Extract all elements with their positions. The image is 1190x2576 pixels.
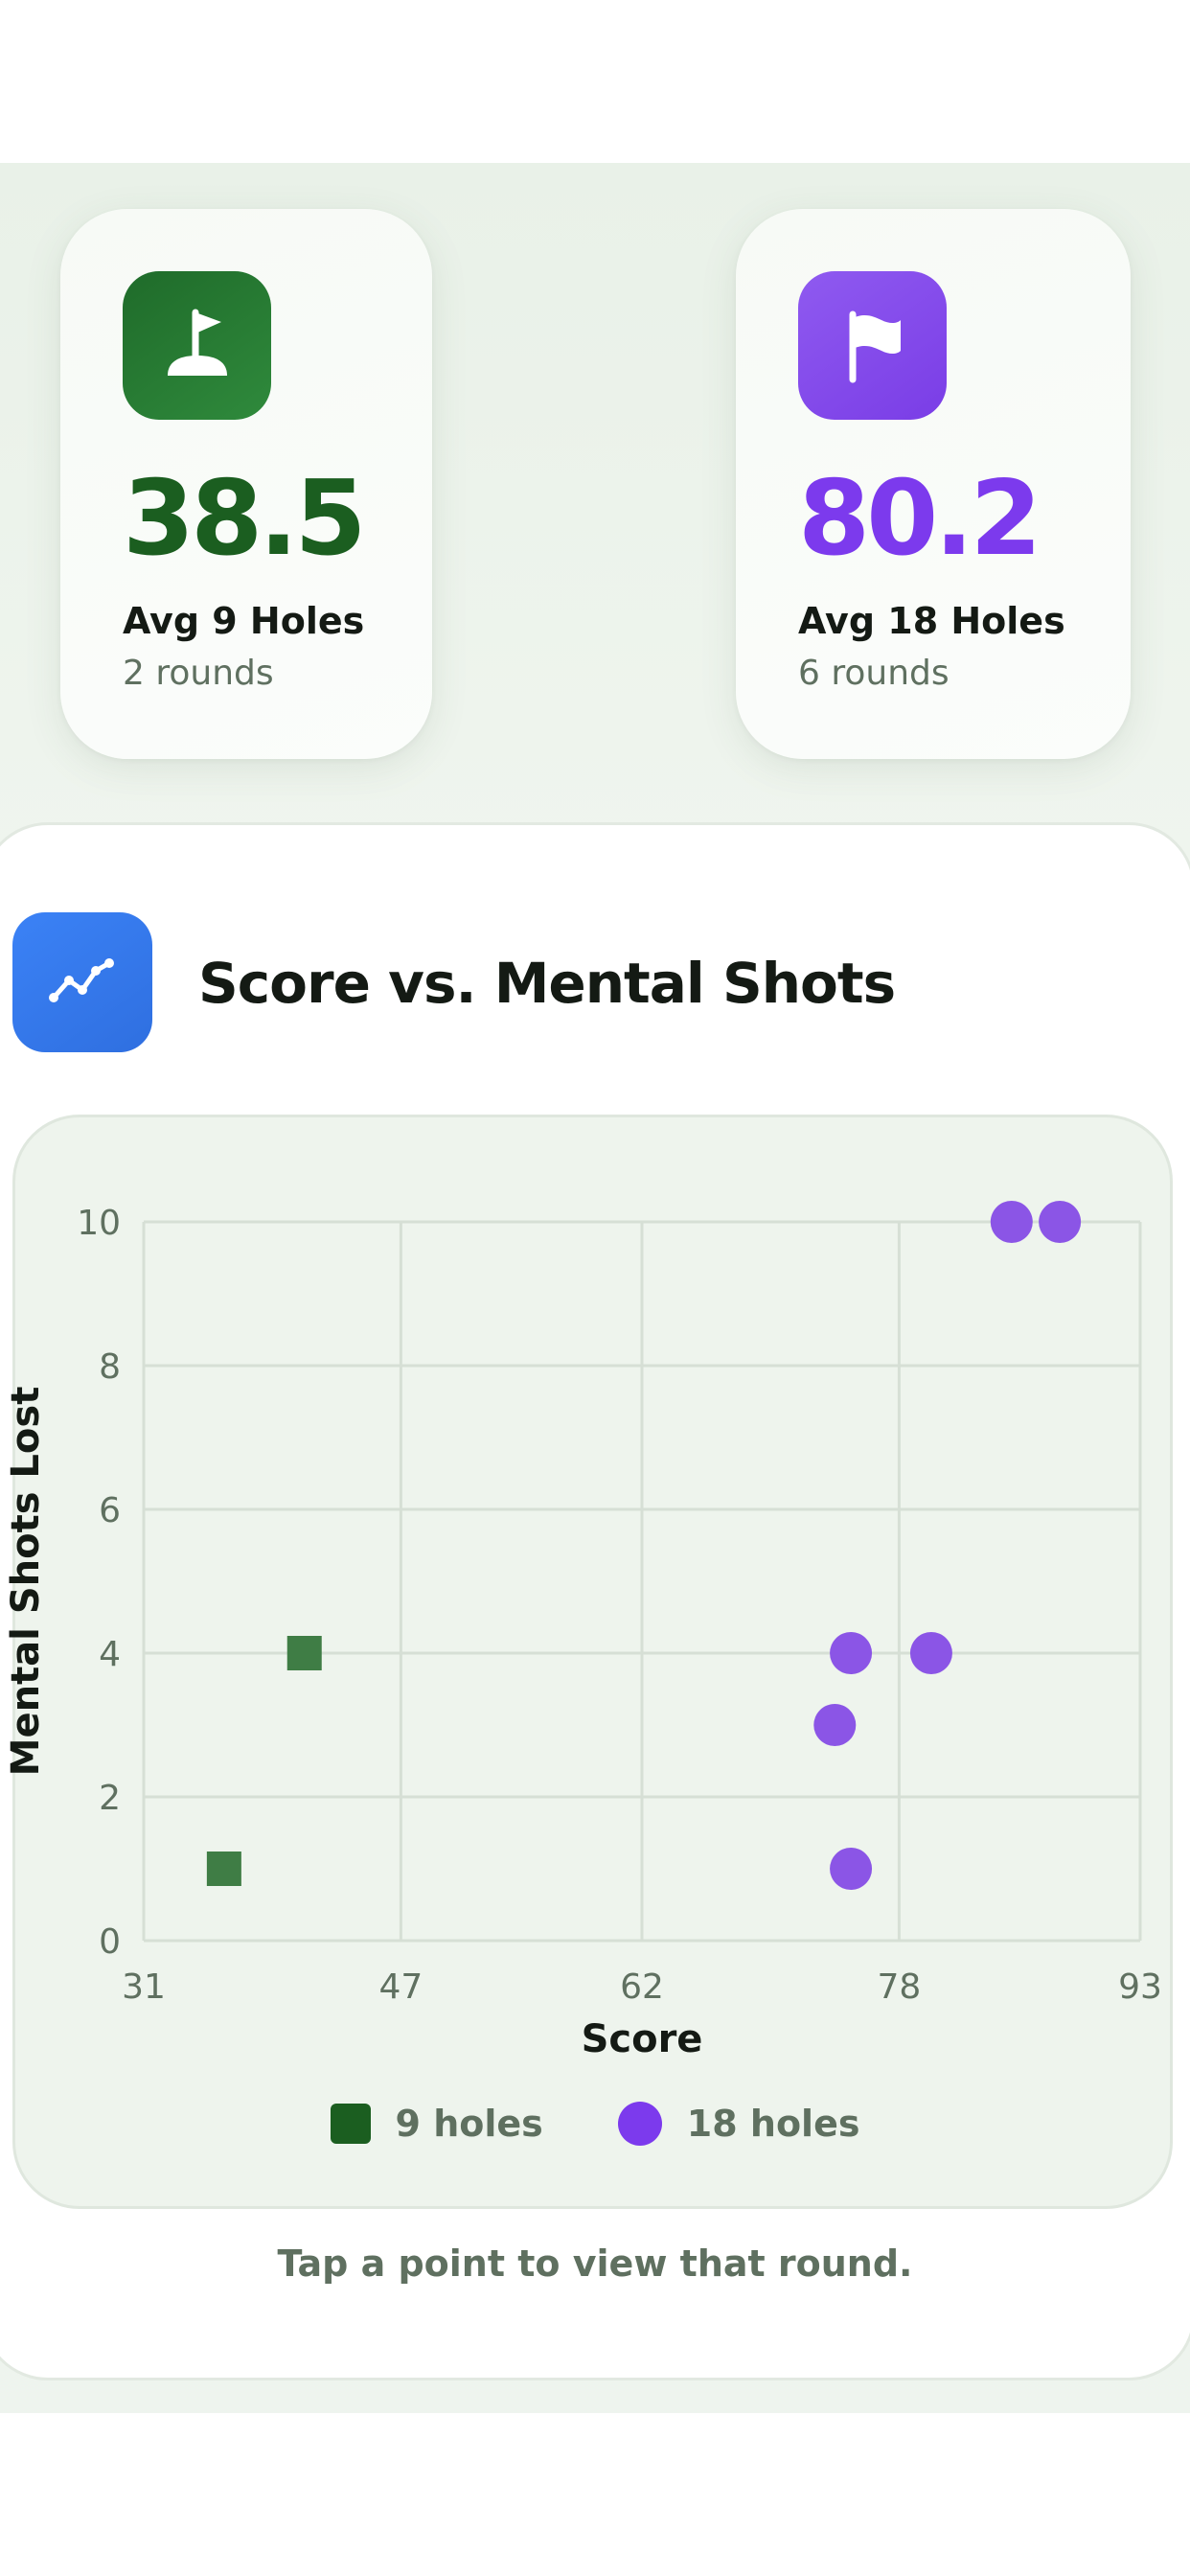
data-point-18-holes[interactable] — [990, 1201, 1033, 1243]
bottom-area — [0, 2413, 1190, 2576]
data-point-18-holes[interactable] — [1039, 1201, 1082, 1243]
data-point-9-holes[interactable] — [286, 1636, 322, 1670]
x-tick-label: 93 — [1118, 1967, 1162, 2007]
data-points — [206, 1201, 1082, 1890]
avg-9-holes-value: 38.5 — [123, 459, 366, 579]
square-marker-icon — [330, 2104, 371, 2144]
avg-9-holes-label: Avg 9 Holes — [123, 600, 365, 642]
grid — [142, 1220, 1142, 1943]
avg-9-holes-card[interactable]: 38.5 Avg 9 Holes 2 rounds — [60, 209, 432, 759]
x-tick-label: 78 — [877, 1967, 921, 2007]
circle-marker-icon — [617, 2102, 662, 2146]
avg-9-holes-rounds: 2 rounds — [123, 654, 274, 693]
x-axis-label: Score — [582, 2017, 703, 2061]
chart-legend: 9 holes 18 holes — [0, 2095, 1190, 2152]
y-tick-label: 10 — [77, 1204, 121, 1243]
avg-18-holes-card[interactable]: 80.2 Avg 18 Holes 6 rounds — [736, 209, 1131, 759]
legend-item-18-holes[interactable]: 18 holes — [617, 2102, 860, 2146]
avg-18-holes-value: 80.2 — [798, 459, 1041, 579]
legend-label-9-holes: 9 holes — [395, 2103, 543, 2145]
x-tick-label: 47 — [378, 1967, 423, 2007]
line-chart-icon — [12, 912, 152, 1052]
data-point-18-holes[interactable] — [830, 1632, 873, 1674]
chart-hint: Tap a point to view that round. — [277, 2242, 913, 2285]
axis-ticks: 0 2 4 6 8 10 31 47 62 78 93 — [77, 1204, 1162, 2007]
legend-label-18-holes: 18 holes — [686, 2103, 860, 2145]
y-tick-label: 4 — [99, 1635, 121, 1674]
x-tick-label: 62 — [620, 1967, 664, 2007]
avg-18-holes-rounds: 6 rounds — [798, 654, 950, 693]
y-tick-label: 8 — [99, 1347, 121, 1387]
x-tick-label: 31 — [122, 1967, 166, 2007]
flag-icon — [798, 271, 947, 420]
scatter-chart: 0 2 4 6 8 10 31 47 62 78 93 Score Mental Shots Los… — [4, 1201, 1162, 2061]
y-tick-label: 2 — [99, 1779, 121, 1818]
data-point-18-holes[interactable] — [830, 1848, 873, 1890]
section-title: Score vs. Mental Shots — [198, 951, 896, 1016]
golf-hole-flag-icon — [123, 271, 271, 420]
data-point-9-holes[interactable] — [206, 1852, 241, 1886]
status-area — [0, 0, 1190, 163]
data-point-18-holes[interactable] — [813, 1704, 857, 1746]
avg-18-holes-label: Avg 18 Holes — [798, 600, 1065, 642]
y-tick-label: 0 — [99, 1922, 121, 1962]
legend-item-9-holes[interactable]: 9 holes — [330, 2103, 543, 2145]
y-tick-label: 6 — [99, 1491, 121, 1530]
data-point-18-holes[interactable] — [909, 1632, 952, 1674]
chart-panel — [12, 1115, 1173, 2209]
y-axis-label: Mental Shots Lost — [4, 1387, 48, 1777]
